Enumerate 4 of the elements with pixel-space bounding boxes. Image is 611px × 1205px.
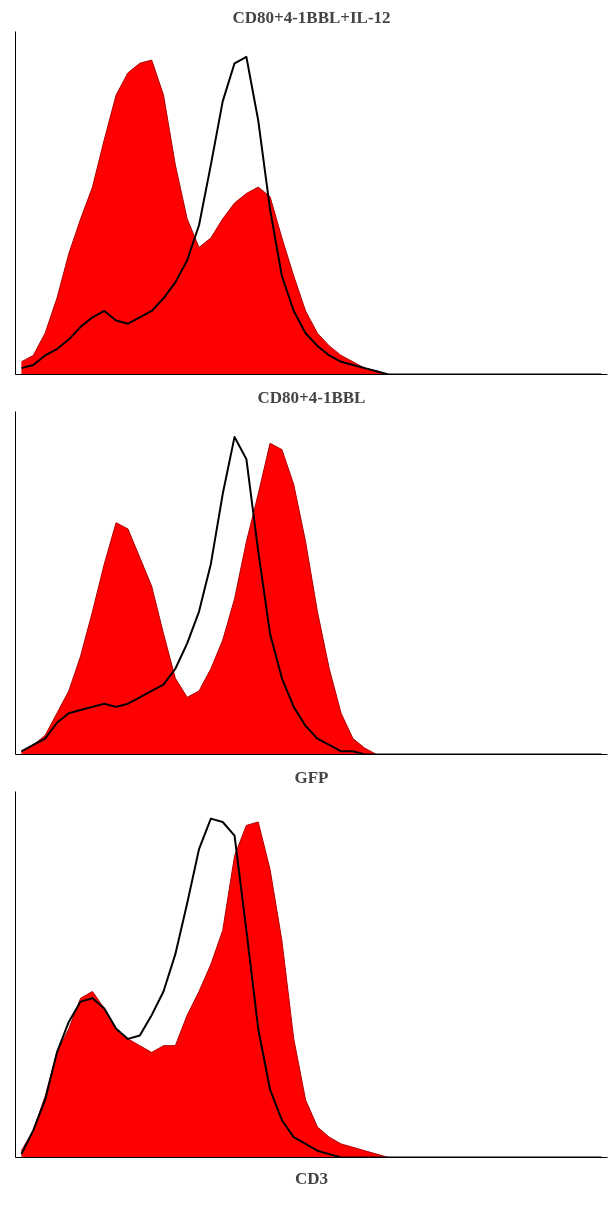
chart-title: GFP: [294, 767, 329, 787]
chart-title: CD80+4-1BBL+IL-12: [232, 7, 391, 27]
x-axis-title: CD3: [294, 1168, 329, 1188]
chart-title: CD80+4-1BBL: [257, 387, 366, 407]
